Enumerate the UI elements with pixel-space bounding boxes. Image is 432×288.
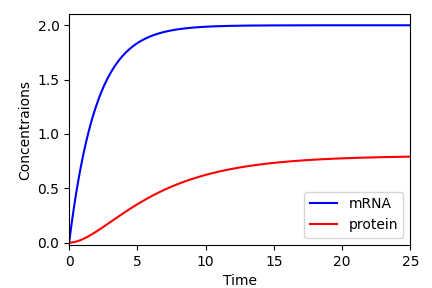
protein	[67, 241, 72, 244]
Line: protein: protein	[69, 157, 410, 242]
Y-axis label: Concentraions: Concentraions	[18, 79, 32, 180]
protein	[217, 170, 222, 173]
Line: mRNA: mRNA	[69, 25, 410, 242]
mRNA	[204, 25, 210, 29]
protein	[333, 157, 338, 160]
mRNA	[301, 24, 306, 27]
mRNA	[408, 24, 413, 27]
mRNA	[333, 24, 338, 27]
X-axis label: Time: Time	[223, 274, 257, 288]
mRNA	[339, 24, 344, 27]
Legend: mRNA, protein: mRNA, protein	[304, 192, 403, 238]
protein	[204, 173, 210, 176]
protein	[408, 155, 413, 158]
protein	[301, 159, 306, 162]
protein	[102, 225, 107, 228]
mRNA	[102, 84, 107, 88]
mRNA	[67, 241, 72, 244]
mRNA	[217, 24, 222, 28]
protein	[339, 157, 344, 160]
